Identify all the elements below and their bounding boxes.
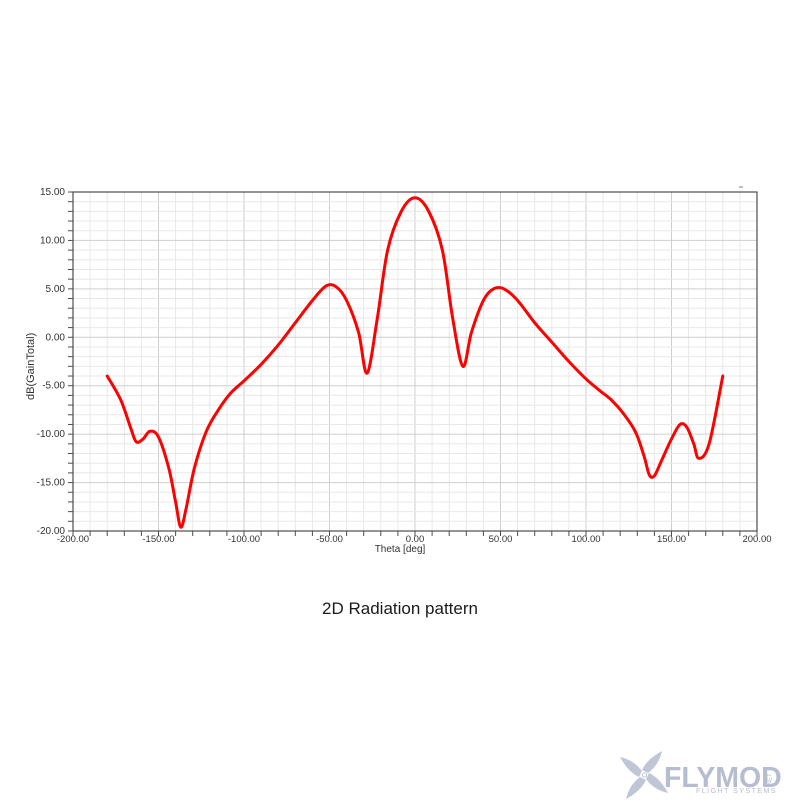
svg-text:FLIGHT SYSTEMS: FLIGHT SYSTEMS xyxy=(696,786,777,795)
svg-text:.NET: .NET xyxy=(768,773,774,787)
